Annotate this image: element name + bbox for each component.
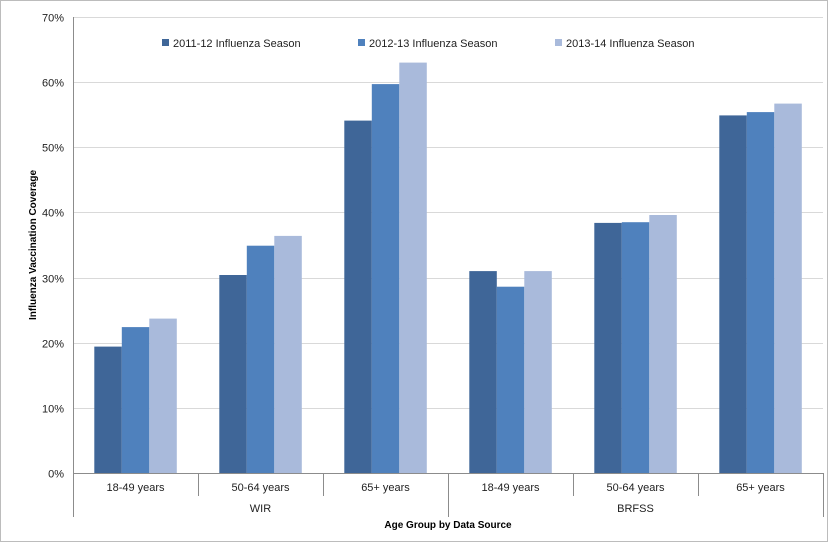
x-category-label: 50-64 years xyxy=(231,482,290,494)
bar xyxy=(594,222,622,473)
bar xyxy=(719,115,747,474)
x-category-label: 50-64 years xyxy=(606,482,665,494)
x-group-label: BRFSS xyxy=(617,503,654,515)
y-tick-label: 40% xyxy=(42,208,64,220)
y-tick-label: 70% xyxy=(42,13,64,25)
bar xyxy=(344,120,372,473)
bar xyxy=(649,215,677,473)
bar xyxy=(496,286,525,473)
bar xyxy=(246,245,275,473)
y-tick-label: 30% xyxy=(42,274,64,286)
legend-label: 2013-14 Influenza Season xyxy=(566,38,694,50)
y-axis-title: Influenza Vaccination Coverage xyxy=(28,170,39,320)
y-axis-ticks: 0% 10% 20% 30% 40% 50% 60% 70% xyxy=(42,13,64,481)
x-category-label: 65+ years xyxy=(361,482,410,494)
y-tick-label: 20% xyxy=(42,339,64,351)
y-tick-label: 10% xyxy=(42,404,64,416)
gridlines xyxy=(73,17,823,409)
legend-label: 2012-13 Influenza Season xyxy=(369,38,497,50)
x-axis-title: Age Group by Data Source xyxy=(384,520,512,531)
bar xyxy=(621,222,650,473)
y-tick-label: 60% xyxy=(42,78,64,90)
bar xyxy=(121,327,150,473)
bar xyxy=(219,275,247,473)
bar xyxy=(149,318,177,473)
x-axis-group-labels: WIR BRFSS xyxy=(250,503,654,515)
x-group-label: WIR xyxy=(250,503,271,515)
y-tick-label: 0% xyxy=(48,469,64,481)
bar xyxy=(774,103,802,473)
y-tick-label: 50% xyxy=(42,143,64,155)
legend-swatch xyxy=(358,39,365,46)
legend-label: 2011-12 Influenza Season xyxy=(173,38,301,50)
x-axis xyxy=(73,17,824,517)
legend-swatch xyxy=(162,39,169,46)
bar xyxy=(469,271,497,473)
bar xyxy=(274,235,302,473)
bar xyxy=(371,84,400,473)
bar xyxy=(524,271,552,473)
bar xyxy=(399,62,427,473)
x-category-label: 18-49 years xyxy=(106,482,165,494)
bar xyxy=(746,112,775,473)
legend-swatch xyxy=(555,39,562,46)
bar xyxy=(94,346,122,473)
x-axis-category-labels: 18-49 years 50-64 years 65+ years 18-49 yea… xyxy=(106,482,785,494)
x-category-label: 65+ years xyxy=(736,482,785,494)
bars xyxy=(94,62,802,474)
legend: 2011-12 Influenza Season 2012-13 Influenz… xyxy=(162,38,694,50)
x-category-label: 18-49 years xyxy=(481,482,540,494)
